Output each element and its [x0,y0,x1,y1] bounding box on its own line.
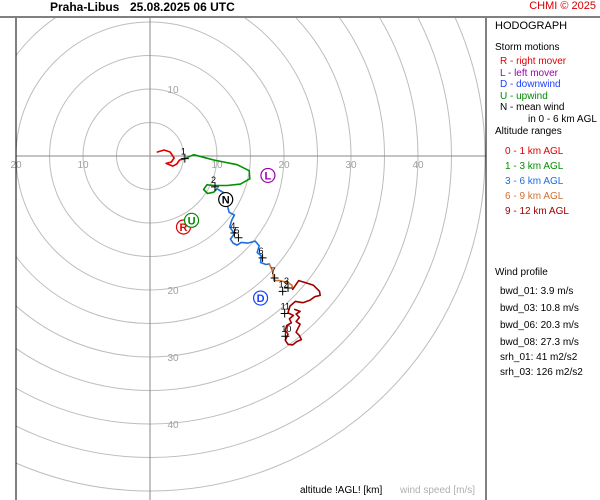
x-tick-label: 40 [412,160,424,171]
altitude-mark-cross [278,287,287,296]
altitude-mark-cross [210,182,219,191]
altitude-mark-cross [280,309,289,318]
storm-marker [260,167,276,184]
hodograph-series-line [268,263,294,291]
tick-labels: 20 10 10 20 30 40 10 20 30 40 [10,85,424,431]
storm-marker-label: R [180,222,188,234]
hodograph-series [156,149,322,346]
hodograph-series-line [216,188,271,266]
altitude-mark-label: 2 [211,175,216,185]
altitude-legend-item: 1 - 3 km AGL [505,161,564,172]
wind-profile-item: srh_03: 126 m2/s2 [500,367,583,378]
altitude-legend-item: 9 - 12 km AGL [505,206,569,217]
wind-profile-item: bwd_08: 27.3 m/s [500,337,579,348]
storm-legend-item: U - upwind [500,90,548,102]
x-tick-label: 10 [77,160,89,171]
storm-marker-label: L [265,170,272,182]
legend-title: HODOGRAPH [495,20,568,32]
wind-profile-item: bwd_06: 20.3 m/s [500,320,579,331]
altitude-mark-cross [234,233,243,242]
wind-profile-item: bwd_01: 3.9 m/s [500,286,574,297]
storm-marker [252,290,269,306]
altitude-legend-item: 3 - 6 km AGL [505,176,564,187]
x-axis-label: altitude !AGL! [km] [300,485,383,496]
storm-marker-label: U [188,215,196,227]
x-tick-label: 20 [278,160,290,171]
altitude-mark-cross [230,229,239,238]
speed-ring [16,18,452,458]
wind-profile-item: bwd_03: 10.8 m/s [500,303,579,314]
y-tick-label: 10 [167,85,179,96]
datetime: 25.08.2025 06 UTC [130,0,235,14]
altitude-mark-label: 11 [281,301,290,311]
altitude-mark-label: 3 [284,276,289,286]
station-name: Praha-Libus [50,0,120,14]
speed-ring [16,18,352,358]
x-tick-label: 20 [10,160,22,171]
wind-profile-title: Wind profile [495,267,548,278]
storm-markers: RU L N D [175,167,276,306]
storm-marker [218,191,234,208]
wind-profile-item: srh_01: 41 m2/s2 [500,352,578,363]
speed-ring [16,18,486,492]
storm-marker-label: D [257,293,265,305]
x-tick-label: 10 [211,160,223,171]
storm-marker-label: N [222,195,230,207]
y-tick-label: 30 [167,353,179,364]
storm-legend-item: N - mean wind [500,102,565,113]
altitude-mark-label: 12 [279,279,289,289]
altitude-mark-label: 10 [281,324,291,334]
storm-legend-item: D - downwind [500,79,561,90]
storm-legend-item: L - left mover [500,67,558,79]
altitude-mark-label: 4 [230,221,235,231]
hodograph-axes [0,16,600,500]
storm-legend-item: R - right mover [500,56,567,67]
hodograph-series-line [156,149,186,167]
x-tick-label: 30 [345,160,357,171]
y-tick-label: 40 [167,420,179,431]
speed-ring [16,18,419,425]
hodograph-series-line [284,279,322,346]
y-tick-label: 20 [167,286,179,297]
altitude-ranges-title: Altitude ranges [495,126,562,137]
altitude-mark-cross [270,273,279,282]
altitude-legend-item: 6 - 9 km AGL [505,191,564,202]
altitude-mark-label: 5 [234,226,239,236]
y-axis-label: wind speed [m/s] [400,485,476,496]
altitude-mark-cross [284,283,293,292]
altitude-mark-cross [281,332,290,341]
storm-marker [183,212,200,228]
hodograph-series-line [184,153,251,195]
altitude-mark-cross [180,154,189,163]
speed-rings [16,18,486,492]
altitude-mark-cross [258,253,267,262]
altitude-mark-label: 1 [181,147,186,157]
altitude-legend-item: 0 - 1 km AGL [505,146,564,157]
storm-legend-item: in 0 - 6 km AGL [528,113,597,125]
altitude-mark-label: 6 [259,246,264,256]
storm-motions-title: Storm motions [495,42,560,53]
copyright: CHMI © 2025 [529,0,596,12]
altitude-mark-label: 7 [271,266,276,276]
